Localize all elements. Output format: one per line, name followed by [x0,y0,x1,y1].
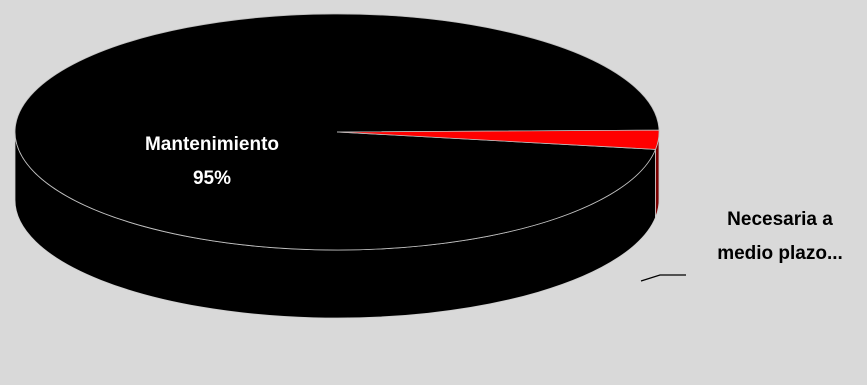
label-necesaria-line1: Necesaria a [727,209,833,230]
label-necesaria-line2: medio plazo... [717,243,843,264]
leader-line-necesaria [640,274,686,282]
label-mantenimiento: Mantenimiento [145,134,279,155]
slice-necesaria [336,129,660,150]
value-label-mantenimiento: 95% [193,168,231,189]
pie-body [14,13,660,319]
